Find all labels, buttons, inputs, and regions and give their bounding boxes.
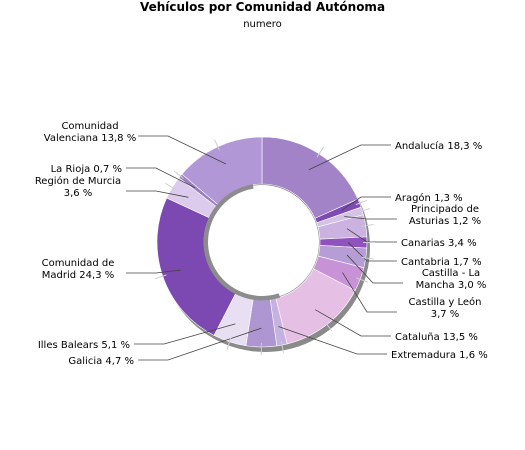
slice-label-10: Illes Balears 5,1 % — [38, 340, 130, 351]
slice-tick-13 — [173, 170, 184, 179]
slice-label-6: Castilla y León 3,7 % — [409, 296, 482, 320]
donut-slices — [156, 136, 368, 348]
slice-label-4-line-0: Cantabria 1,7 % — [401, 257, 482, 268]
slice-label-0: Andalucía 18,3 % — [395, 140, 482, 152]
slice-label-9-line-0: Galicia 4,7 % — [68, 356, 134, 367]
slice-label-7: Cataluña 13,5 % — [395, 332, 478, 343]
slice-label-0-line-0: Andalucía 18,3 % — [395, 140, 482, 152]
slice-tick-7 — [324, 321, 333, 332]
slice-label-1: Aragón 1,3 % — [395, 192, 463, 204]
slice-label-5: Castilla - La Mancha 3,0 % — [416, 268, 487, 291]
slice-label-12: Región de Murcia 3,6 % — [35, 175, 121, 199]
donut-hole — [205, 185, 319, 299]
leader-line-7 — [315, 309, 391, 337]
leader-line-5 — [346, 254, 403, 284]
slice-tick-6 — [356, 277, 368, 283]
slice-tick-11 — [154, 274, 167, 280]
slice-tick-0 — [316, 146, 324, 158]
slice-tick-5 — [361, 256, 374, 260]
leader-line-6 — [342, 272, 397, 313]
slice-label-3: Canarias 3,4 % — [401, 238, 477, 249]
slice-label-2-line-0: Principado de — [411, 204, 479, 215]
slice-label-12-line-1: 3,6 % — [64, 188, 93, 199]
slice-tick-3 — [361, 223, 374, 227]
slice-label-5-line-0: Castilla - La — [422, 268, 480, 279]
chart-subtitle: numero — [243, 19, 282, 30]
slice-label-5-line-1: Mancha 3,0 % — [416, 280, 487, 291]
slice-label-11-line-1: Madrid 24,3 % — [42, 270, 114, 281]
leader-lines — [126, 135, 403, 361]
slice-label-2-line-1: Asturias 1,2 % — [409, 216, 481, 227]
slice-label-13: La Rioja 0,7 % — [51, 164, 122, 175]
leader-line-13 — [126, 167, 196, 189]
slice-label-8: Extremadura 1,6 % — [391, 350, 488, 361]
slice-tick-1 — [355, 199, 368, 206]
slice-label-14: Comunidad Valenciana 13,8 % — [44, 121, 136, 144]
slice-label-10-line-0: Illes Balears 5,1 % — [38, 340, 130, 351]
slice-label-11-line-0: Comunidad de — [42, 258, 115, 269]
slice-label-6-line-0: Castilla y León — [409, 296, 482, 308]
leader-line-12 — [126, 190, 189, 198]
leader-line-11 — [126, 269, 181, 274]
slice-label-13-line-0: La Rioja 0,7 % — [51, 164, 122, 175]
slice-label-7-line-0: Cataluña 13,5 % — [395, 332, 478, 343]
slice-label-9: Galicia 4,7 % — [68, 356, 134, 367]
slice-label-11: Comunidad de Madrid 24,3 % — [42, 258, 115, 281]
leader-line-14 — [138, 135, 226, 165]
slice-label-4: Cantabria 1,7 % — [401, 257, 482, 268]
slice-tick-2 — [358, 208, 371, 213]
chart-title: Vehículos por Comunidad Autónoma — [139, 0, 386, 14]
leader-line-4 — [347, 242, 397, 262]
slice-label-12-line-0: Región de Murcia — [35, 175, 121, 187]
slice-label-3-line-0: Canarias 3,4 % — [401, 238, 477, 249]
slice-label-14-line-0: Comunidad — [61, 121, 118, 132]
slice-label-8-line-0: Extremadura 1,6 % — [391, 350, 488, 361]
leader-line-2 — [344, 216, 397, 220]
slice-label-1-line-0: Aragón 1,3 % — [395, 192, 463, 204]
slice-label-14-line-1: Valenciana 13,8 % — [44, 133, 136, 144]
leader-line-10 — [134, 323, 236, 345]
slice-label-6-line-1: 3,7 % — [431, 309, 460, 320]
slice-label-2: Principado de Asturias 1,2 % — [409, 204, 481, 227]
slice-tick-14 — [214, 139, 220, 151]
slice-tick-8 — [280, 341, 285, 354]
slice-labels: Andalucía 18,3 % Aragón 1,3 %Principado d… — [35, 121, 488, 367]
leader-line-0 — [308, 144, 391, 171]
slice-tick-10 — [226, 337, 232, 350]
slice-tick-12 — [165, 182, 176, 191]
leader-line-8 — [278, 326, 387, 355]
leader-line-1 — [341, 196, 391, 211]
